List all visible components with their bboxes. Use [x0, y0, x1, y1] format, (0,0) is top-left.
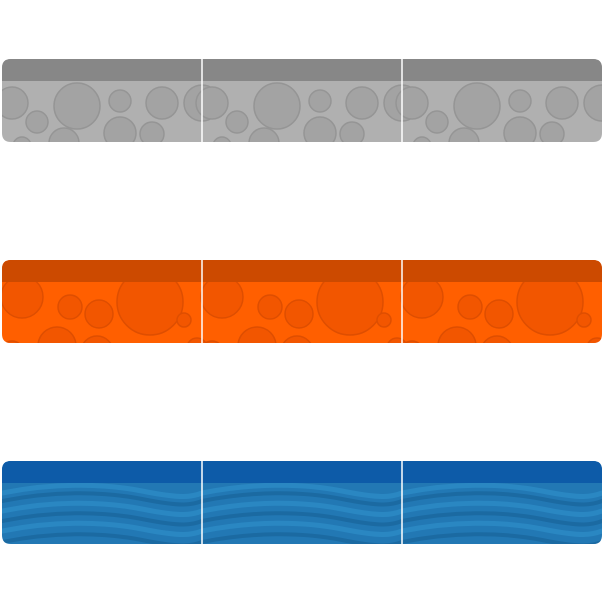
lava-bubble: [186, 337, 208, 343]
stone-bubble: [303, 116, 337, 142]
stone-bubble: [195, 86, 229, 120]
water-wave: [2, 500, 205, 517]
stone-bubble: [248, 127, 280, 142]
stone-bubble: [139, 121, 165, 142]
water-wave: [399, 500, 602, 517]
lava-bubble: [400, 340, 424, 343]
lava-bubble: [376, 312, 392, 328]
water-wave: [200, 491, 404, 507]
stone-bubble: [539, 121, 565, 142]
water-tile-segment: [2, 482, 205, 544]
water-wave: [399, 520, 602, 537]
lava-platform-tiles: [2, 260, 602, 343]
stone-platform-strip: [2, 59, 602, 142]
stone-bubble: [2, 86, 29, 120]
lava-platform-strip: [2, 260, 602, 343]
water-wave: [199, 520, 405, 537]
stone-bubble: [48, 127, 80, 142]
lava-bubble: [457, 294, 483, 320]
lava-bubble: [280, 335, 314, 343]
stone-bubble: [25, 110, 49, 134]
stone-top-band: [2, 59, 602, 81]
water-wave: [199, 500, 405, 517]
lava-bubble: [484, 299, 514, 329]
lava-bubble: [2, 340, 24, 343]
lava-bubble: [284, 299, 314, 329]
water-wave: [200, 511, 404, 527]
stone-tile-segment: [195, 82, 421, 142]
stone-tile-segment: [2, 82, 221, 142]
lava-bubble: [37, 326, 77, 343]
stone-bubble: [212, 136, 232, 142]
stone-platform-tiles: [2, 59, 602, 142]
water-tile-segment: [199, 482, 405, 544]
stone-bubble: [503, 116, 537, 142]
water-wave: [199, 482, 405, 499]
water-wave: [200, 532, 404, 544]
water-top-band: [2, 461, 602, 483]
lava-bubble: [2, 275, 44, 319]
lava-bubble: [237, 326, 277, 343]
stone-tile-segment: [395, 82, 602, 142]
lava-bubble: [480, 335, 514, 343]
stone-bubble: [412, 136, 432, 142]
lava-bubble: [84, 299, 114, 329]
water-platform-tiles: [2, 461, 602, 544]
lava-bubble: [200, 340, 224, 343]
water-wave: [2, 482, 205, 499]
water-wave: [400, 491, 602, 507]
lava-bubble: [257, 294, 283, 320]
stone-bubble: [225, 110, 249, 134]
water-wave: [400, 532, 602, 544]
water-wave: [399, 482, 602, 499]
stone-bubble: [53, 82, 101, 130]
water-platform-strip: [2, 461, 602, 544]
stone-bubble: [145, 86, 179, 120]
stone-bubble: [253, 82, 301, 130]
stone-bubble: [453, 82, 501, 130]
lava-bubble: [176, 312, 192, 328]
water-tile-segment: [399, 482, 602, 544]
stone-bubble: [308, 89, 332, 113]
lava-bubble: [400, 275, 444, 319]
lava-bubble: [576, 312, 592, 328]
lava-tile-segment: [400, 268, 602, 343]
lava-bubble: [200, 275, 244, 319]
lava-bubble: [386, 337, 408, 343]
stone-bubble: [12, 136, 32, 142]
stone-bubble: [508, 89, 532, 113]
lava-bubble: [586, 337, 602, 343]
lava-tile-segment: [2, 268, 208, 343]
stone-bubble: [545, 86, 579, 120]
stone-bubble: [395, 86, 429, 120]
stone-bubble: [339, 121, 365, 142]
stone-bubble: [425, 110, 449, 134]
stone-bubble: [108, 89, 132, 113]
stone-bubble: [345, 86, 379, 120]
water-wave: [2, 491, 204, 507]
stone-bubble: [448, 127, 480, 142]
stone-bubble: [583, 84, 602, 122]
lava-bubble: [80, 335, 114, 343]
lava-bubble: [57, 294, 83, 320]
lava-bubble: [437, 326, 477, 343]
water-wave: [2, 520, 205, 537]
water-wave: [400, 511, 602, 527]
lava-tile-segment: [200, 268, 408, 343]
water-wave: [2, 511, 204, 527]
lava-top-band: [2, 260, 602, 282]
water-wave: [2, 532, 204, 544]
stone-bubble: [103, 116, 137, 142]
